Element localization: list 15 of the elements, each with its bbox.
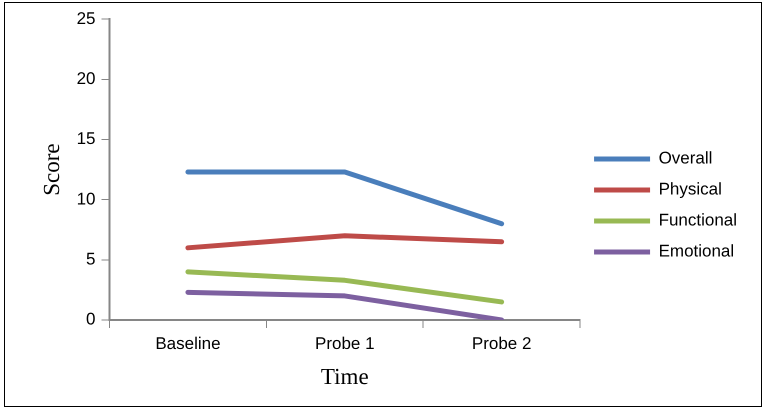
legend-label: Physical [658,180,722,199]
y-tick-label: 25 [76,8,96,28]
y-axis-title: Score [38,143,64,196]
y-tick-label: 5 [86,250,96,269]
y-tick-label: 0 [86,310,96,329]
x-tick-label: Probe 1 [315,334,375,353]
x-tick-label: Baseline [155,334,221,353]
y-tick-label: 10 [76,189,96,208]
x-axis-title: Time [320,364,369,390]
legend-label: Emotional [658,242,734,261]
y-tick-label: 15 [76,129,96,148]
y-tick-label: 20 [76,69,96,88]
x-tick-label: Probe 2 [472,334,532,353]
legend-label: Functional [658,210,738,230]
legend-label: Overall [658,148,712,168]
